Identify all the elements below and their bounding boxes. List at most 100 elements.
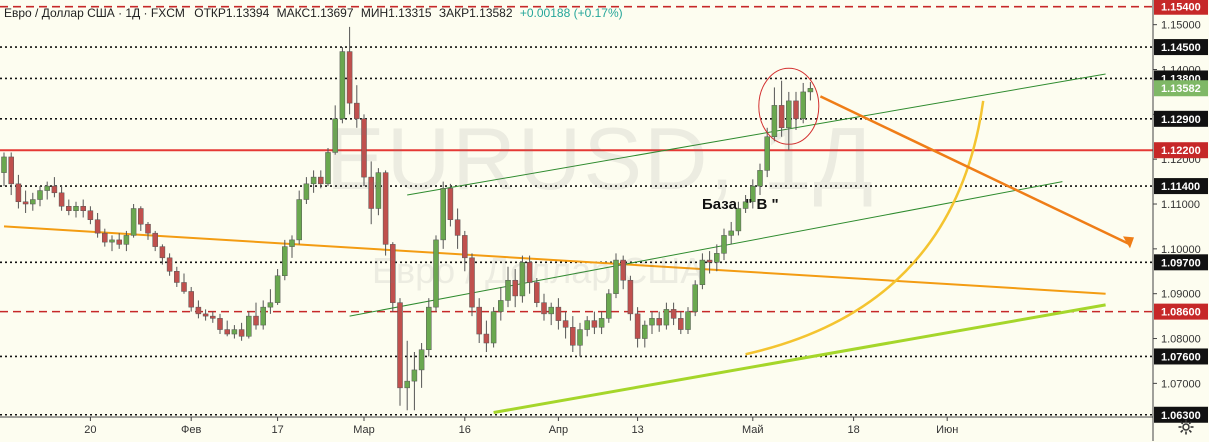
candle-body [310, 176, 317, 185]
watermark-name: Евро / Доллар США [372, 250, 705, 291]
time-tick-label: Май [742, 424, 764, 436]
candle-body [289, 239, 295, 247]
candle-body [30, 199, 36, 205]
candle-body [116, 239, 122, 245]
candle-body [800, 91, 806, 120]
candle-body [325, 152, 331, 185]
level-price-tag [1154, 110, 1208, 127]
candle-body [678, 318, 684, 330]
time-tick-label: 17 [271, 424, 283, 436]
candle-body [490, 311, 497, 344]
current-price-tag [1154, 80, 1208, 97]
candle-body [555, 306, 562, 321]
high-value: МАКС1.13697 [276, 6, 354, 20]
candle-body [642, 324, 648, 339]
change-value: +0.00188 (+0.17%) [519, 6, 623, 20]
forecast-arrowhead [1123, 236, 1134, 249]
time-tick-label: Мар [353, 424, 375, 436]
level-price-label: 1.11400 [1161, 181, 1200, 193]
price-tick-label: 1.10000 [1161, 244, 1201, 256]
candle-body [166, 257, 173, 272]
candle-body [8, 156, 14, 185]
candle-body [598, 318, 605, 328]
open-value: ОТКР1.13394 [194, 6, 270, 20]
candle-body [757, 170, 763, 187]
price-tick-label: 1.08000 [1161, 334, 1201, 346]
candle-body [87, 210, 94, 220]
time-tick-label: Апр [549, 424, 568, 436]
candle-body [512, 279, 518, 297]
candle-body [375, 172, 382, 209]
level-price-tag [1154, 39, 1208, 56]
candle-body [541, 302, 547, 315]
candle-body [685, 311, 691, 330]
candle-body [793, 100, 799, 120]
candle-body [274, 275, 281, 303]
level-price-label: 1.15400 [1161, 2, 1201, 14]
forecast-arrow [819, 95, 1131, 246]
overlays [745, 67, 1134, 356]
candle-body [346, 51, 353, 104]
candle-body [231, 329, 238, 335]
candle-body [706, 259, 713, 263]
candle-body [778, 105, 785, 129]
candle-body [418, 349, 425, 371]
candle-body [296, 199, 302, 241]
candle-body [22, 201, 29, 205]
trendline-orange [3, 225, 1106, 295]
trendline-channel-lower [349, 181, 1063, 317]
candle-body [51, 185, 58, 194]
candle-body [44, 185, 50, 191]
candle-body [577, 329, 583, 346]
candle-body [534, 282, 540, 303]
low-value: МИН1.13315 [360, 6, 432, 20]
candle-body [332, 118, 338, 153]
candle-body [404, 380, 410, 389]
level-price-tag [1154, 254, 1208, 271]
candle-body [339, 51, 346, 120]
candle-body [526, 262, 533, 283]
candle-body [217, 318, 223, 330]
gear-icon[interactable] [1176, 418, 1196, 438]
watermark-ticker: EURUSD, 1Д [326, 109, 876, 208]
candle-body [397, 302, 403, 389]
candle-body [181, 282, 187, 292]
trendline-channel-upper [407, 73, 1106, 196]
candle-body [159, 246, 166, 259]
candle-body [390, 244, 396, 303]
candle-body [238, 329, 245, 337]
candle-body [253, 315, 259, 326]
candle-body [382, 172, 389, 245]
candle-body [202, 313, 209, 317]
red-circle [758, 67, 820, 145]
candle-body [73, 206, 79, 211]
candle-body [584, 320, 590, 330]
time-tick-label: 16 [459, 424, 471, 436]
candle-body [476, 306, 482, 335]
candle-body [634, 313, 641, 339]
chart-header: Евро / Доллар США · 1Д · FXCM ОТКР1.1339… [4, 6, 623, 20]
candle-body [807, 88, 814, 93]
candle-body [735, 208, 742, 232]
candle-body [462, 235, 468, 259]
level-price-label: 1.12900 [1161, 114, 1201, 126]
candle-body [188, 291, 194, 308]
candle-body [80, 206, 86, 211]
candle-body [663, 309, 670, 326]
candle-body [764, 136, 770, 171]
candle-body [670, 309, 677, 319]
candle-body [260, 306, 266, 326]
close-value: ЗАКР1.13582 [438, 6, 513, 20]
level-price-tag [1154, 406, 1208, 423]
candle-body [505, 279, 511, 301]
candle-body [224, 329, 230, 335]
candle-body [15, 183, 22, 203]
horizontal-levels [0, 5, 1153, 416]
candle-body [368, 176, 374, 209]
candle-body [570, 327, 576, 346]
candle-body [303, 183, 310, 200]
candle-body [318, 176, 324, 185]
level-price-label: 1.09700 [1161, 257, 1201, 269]
